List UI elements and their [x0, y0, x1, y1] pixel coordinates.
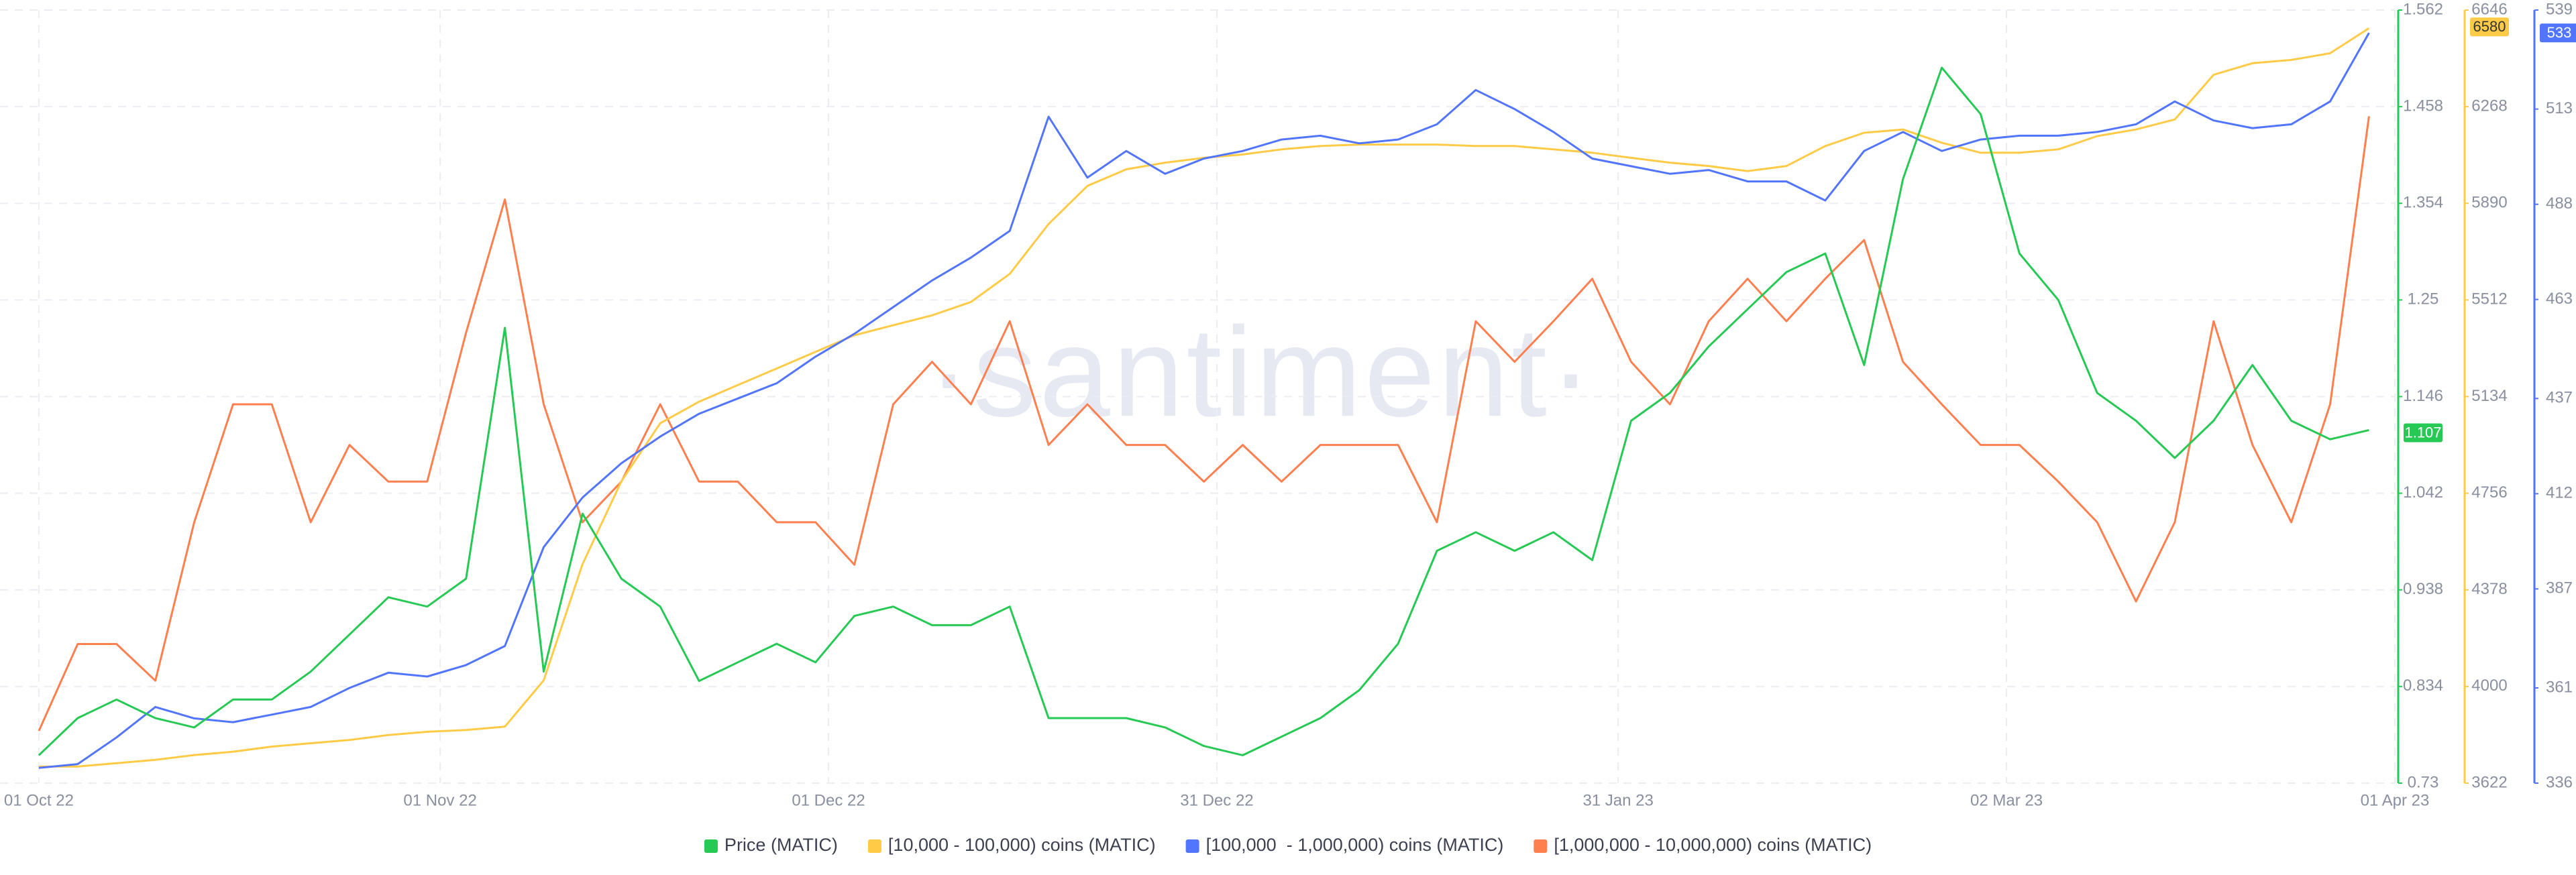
legend-swatch — [1185, 839, 1199, 853]
legend-swatch — [1534, 839, 1548, 853]
y-tick-label: 1.146 — [2403, 387, 2443, 405]
watermark: ·santiment· — [928, 301, 1595, 443]
current-label: 533 — [2547, 24, 2572, 41]
x-tick-label: 01 Oct 22 — [4, 791, 74, 809]
current-badge — [2470, 17, 2509, 37]
y-tick-label: 1.562 — [2403, 0, 2443, 18]
y-tick-label: 1.458 — [2403, 97, 2443, 115]
legend-label: [10,000 - 100,000) coins (MATIC) — [888, 835, 1156, 855]
y-tick-label: 437 — [2546, 389, 2573, 407]
y-tick-label: 361 — [2546, 678, 2573, 696]
y-tick-label: 412 — [2546, 484, 2573, 502]
y-tick-label: 6646 — [2471, 0, 2507, 18]
y-tick-label: 5134 — [2471, 387, 2507, 405]
current-label: 6580 — [2473, 18, 2506, 35]
y-tick-label: 0.938 — [2403, 580, 2443, 598]
current-label: 1.107 — [2404, 424, 2441, 441]
y-tick-label: 488 — [2546, 194, 2573, 213]
y-tick-label: 4378 — [2471, 580, 2507, 598]
x-tick-label: 01 Nov 22 — [403, 791, 476, 809]
legend-swatch — [867, 839, 881, 853]
series-line — [38, 116, 2370, 732]
series-line — [38, 66, 2369, 756]
x-tick-label: 31 Dec 22 — [1180, 791, 1253, 809]
legend: Price (MATIC) [10,000 - 100,000) coins (M… — [704, 835, 1872, 855]
y-tick-label: 5512 — [2471, 290, 2507, 308]
y-tick-label: 5890 — [2471, 194, 2507, 212]
legend-swatch — [704, 839, 718, 853]
y-tick-label: 336 — [2546, 773, 2573, 791]
x-tick-label: 02 Mar 23 — [1970, 791, 2043, 809]
y-tick-label: 1.354 — [2403, 194, 2443, 212]
legend-label: [1,000,000 - 10,000,000) coins (MATIC) — [1554, 835, 1872, 855]
y-tick-label: 3622 — [2471, 773, 2507, 791]
y-tick-label: 387 — [2546, 579, 2573, 597]
y-tick-label: 513 — [2546, 99, 2573, 117]
legend-label: [100,000 - 1,000,000) coins (MATIC) — [1206, 835, 1504, 855]
x-tick-label: 01 Apr 23 — [2361, 791, 2430, 809]
current-badge — [2540, 23, 2576, 43]
x-tick-label: 31 Jan 23 — [1582, 791, 1653, 809]
y-tick-label: 1.25 — [2408, 290, 2439, 308]
y-tick-label: 4000 — [2471, 677, 2507, 695]
legend-label: Price (MATIC) — [724, 835, 838, 855]
y-tick-label: 463 — [2546, 290, 2573, 308]
y-tick-label: 6268 — [2471, 97, 2507, 115]
y-tick-label: 1.042 — [2403, 483, 2443, 502]
y-tick-label: 539 — [2546, 0, 2573, 18]
y-tick-label: 4756 — [2471, 483, 2507, 502]
x-tick-label: 01 Dec 22 — [792, 791, 865, 809]
y-tick-label: 0.73 — [2408, 773, 2439, 791]
series-line — [38, 32, 2370, 769]
y-tick-label: 0.834 — [2403, 677, 2443, 695]
current-badge — [2404, 423, 2443, 443]
